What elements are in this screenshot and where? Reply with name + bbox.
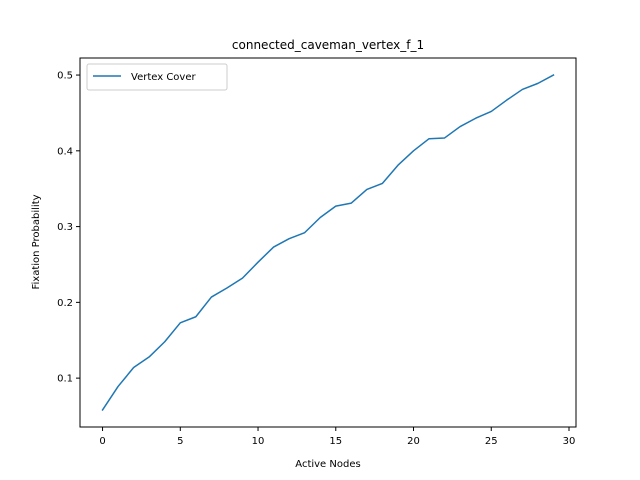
x-axis-label: Active Nodes (295, 459, 360, 470)
x-tick-label: 30 (563, 436, 576, 447)
legend-label-vertex-cover: Vertex Cover (131, 72, 196, 83)
y-axis-label: Fixation Probability (31, 194, 42, 289)
y-tick-label: 0.4 (57, 146, 73, 157)
x-tick-label: 15 (329, 436, 342, 447)
axes-frame (79, 57, 577, 428)
plot-area (79, 57, 577, 428)
y-tick-label: 0.5 (57, 71, 73, 82)
x-tick-label: 20 (407, 436, 420, 447)
x-tick-label: 25 (485, 436, 498, 447)
x-tick-label: 10 (252, 436, 265, 447)
y-axis: 0.1 0.2 0.3 0.4 0.5 (57, 71, 80, 385)
x-axis: 0 5 10 15 20 25 30 (99, 427, 575, 447)
legend-box (86, 63, 228, 91)
y-tick-label: 0.1 (57, 374, 73, 385)
y-tick-label: 0.2 (57, 298, 73, 309)
series-layer (101, 74, 555, 411)
x-tick-label: 5 (177, 436, 183, 447)
series-line-vertex-cover (101, 74, 555, 411)
x-tick-label: 0 (99, 436, 105, 447)
y-tick-label: 0.3 (57, 222, 73, 233)
chart-title: connected_caveman_vertex_f_1 (232, 38, 424, 52)
legend: Vertex Cover (86, 63, 228, 91)
